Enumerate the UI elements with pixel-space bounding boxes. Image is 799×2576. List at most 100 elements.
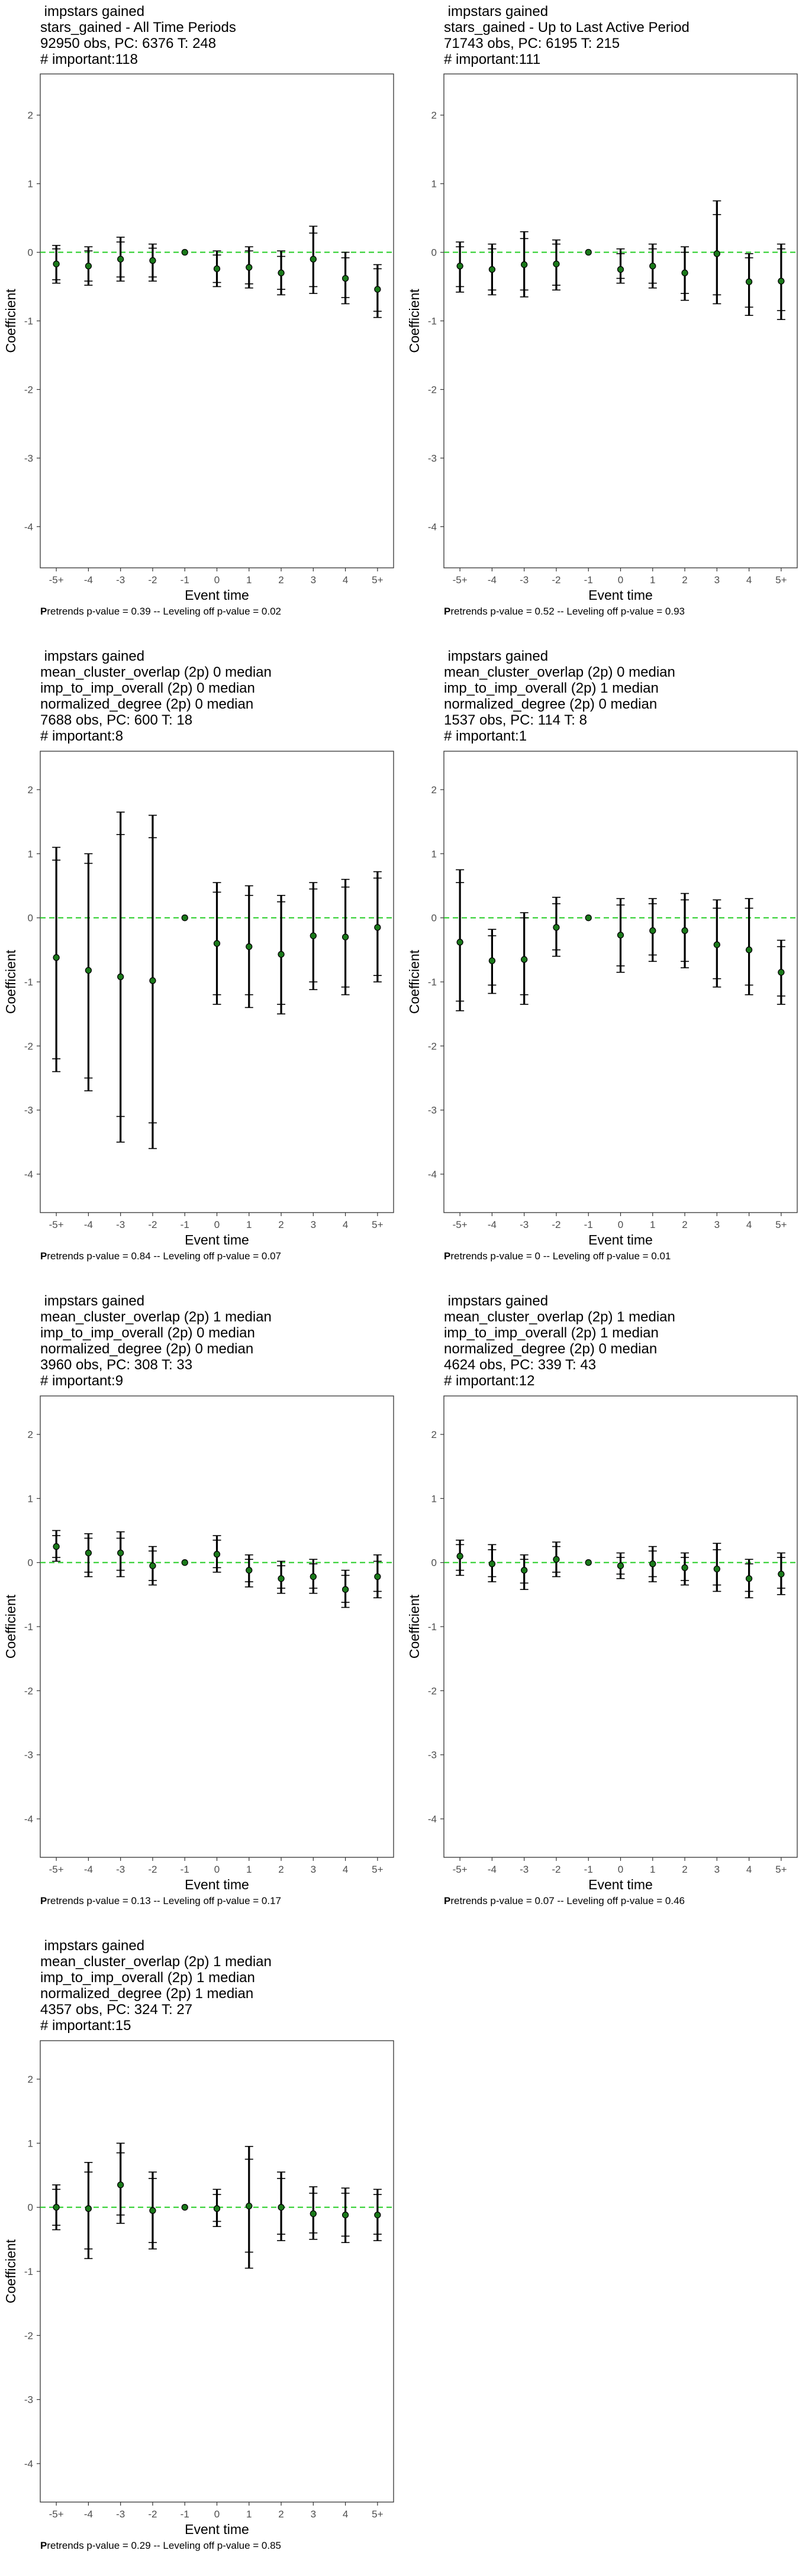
x-tick-label: 0 — [618, 1219, 623, 1230]
y-tick-label: -2 — [428, 1685, 437, 1696]
y-tick-label: -2 — [24, 2330, 33, 2341]
coefficient-point — [246, 943, 253, 951]
y-axis-label: Coefficient — [3, 1594, 18, 1659]
chart-title-line: stars_gained - Up to Last Active Period — [444, 20, 690, 35]
chart-title: impstars gained mean_cluster_overlap (2p)… — [40, 1293, 272, 1389]
y-tick-label: -1 — [428, 316, 437, 327]
chart-svg: 2 1 0 -1 -2 -3 -4 -5+ -4 -3 -2 -1 0 1 2 3 4 5+ Event time C… — [3, 751, 394, 1247]
y-tick-label: -4 — [428, 1169, 437, 1180]
coefficient-point — [456, 939, 463, 946]
y-tick-label: -3 — [24, 2394, 33, 2406]
x-tick-label: -5+ — [453, 1864, 468, 1875]
chart-svg: 2 1 0 -1 -2 -3 -4 -5+ -4 -3 -2 -1 0 1 2 3 4 5+ Event time C… — [407, 751, 798, 1247]
chart-title-line: 7688 obs, PC: 600 T: 18 — [40, 712, 193, 728]
coefficient-point — [53, 1543, 60, 1550]
x-axis-label: Event time — [588, 1877, 653, 1892]
x-tick-label: 3 — [714, 1864, 720, 1875]
coefficient-point — [681, 1564, 688, 1571]
y-tick-label: -3 — [24, 453, 33, 464]
y-tick-label: 0 — [431, 913, 437, 924]
x-tick-label: 0 — [214, 1864, 220, 1875]
y-axis-label: Coefficient — [3, 949, 18, 1014]
caption-lead: P — [444, 1250, 451, 1262]
x-tick-label: 1 — [650, 1219, 655, 1230]
y-tick-label: 2 — [28, 1429, 33, 1440]
chart-title-line: 3960 obs, PC: 308 T: 33 — [40, 1357, 193, 1373]
chart-panel: impstars gained mean_cluster_overlap (2p)… — [404, 645, 799, 1287]
x-tick-label: -5+ — [49, 1864, 64, 1875]
chart-svg: 2 1 0 -1 -2 -3 -4 -5+ -4 -3 -2 -1 0 1 2 3 4 5+ Event time C… — [3, 1395, 394, 1892]
x-tick-label: -3 — [116, 1864, 125, 1875]
y-tick-label: 1 — [28, 179, 33, 190]
y-tick-label: -4 — [428, 521, 437, 532]
y-tick-label: 2 — [431, 784, 437, 796]
y-axis-label: Coefficient — [407, 949, 422, 1014]
coefficient-point — [617, 1562, 624, 1569]
y-tick-label: -2 — [428, 384, 437, 395]
x-tick-label: -2 — [148, 574, 157, 586]
plot-area-border — [443, 1395, 798, 1858]
y-tick-label: 2 — [431, 1429, 437, 1440]
coefficient-point — [456, 263, 463, 270]
caption-lead: P — [444, 1895, 451, 1906]
plot-area-border — [443, 73, 798, 568]
coefficient-point — [585, 914, 592, 922]
coefficient-point — [117, 973, 124, 980]
x-tick-label: 2 — [682, 1864, 687, 1875]
coefficient-point — [181, 1559, 188, 1566]
x-tick-label: -2 — [552, 1864, 560, 1875]
chart-title-line: normalized_degree (2p) 0 median — [40, 1341, 254, 1357]
caption-text: retrends p-value = 0 -- Leveling off p-v… — [450, 1250, 671, 1262]
y-tick-label: 0 — [28, 247, 33, 258]
x-tick-label: -5+ — [453, 574, 468, 586]
coefficient-point — [745, 278, 753, 286]
x-tick-label: 0 — [214, 2509, 220, 2520]
y-tick-label: 1 — [28, 1493, 33, 1504]
chart-title-line: # important:9 — [40, 1373, 124, 1389]
caption-lead: P — [40, 1895, 47, 1906]
chart-title-line: stars_gained - All Time Periods — [40, 20, 236, 35]
x-tick-label: -3 — [116, 574, 125, 586]
chart-title-line: imp_to_imp_overall (2p) 1 median — [444, 1325, 659, 1341]
x-tick-label: -2 — [148, 1219, 157, 1230]
x-tick-label: -2 — [148, 1864, 157, 1875]
chart-panel: impstars gained mean_cluster_overlap (2p)… — [0, 1289, 400, 1931]
chart-title-line: normalized_degree (2p) 1 median — [40, 1986, 254, 2002]
chart-title-line: 71743 obs, PC: 6195 T: 215 — [444, 35, 620, 51]
plot-area-border — [40, 73, 394, 568]
chart-title: impstars gained stars_gained - All Time P… — [40, 4, 236, 67]
coefficient-point — [149, 257, 156, 264]
x-tick-label: 4 — [343, 1864, 348, 1875]
caption-lead: P — [40, 2540, 47, 2551]
coefficient-point — [488, 266, 496, 273]
x-tick-label: 2 — [278, 2509, 283, 2520]
y-tick-label: 1 — [28, 848, 33, 859]
x-tick-label: 5+ — [775, 1219, 787, 1230]
x-tick-label: 3 — [311, 1219, 316, 1230]
p-value-caption: Pretrends p-value = 0.84 -- Leveling off… — [40, 1250, 281, 1262]
caption-text: retrends p-value = 0.52 -- Leveling off … — [450, 606, 685, 617]
x-tick-label: -2 — [148, 2509, 157, 2520]
coefficient-point — [617, 266, 624, 273]
coefficient-point — [585, 248, 592, 256]
chart-title-line: impstars gained — [40, 1938, 145, 1954]
y-tick-label: -2 — [24, 1040, 33, 1052]
y-tick-label: -4 — [428, 1814, 437, 1825]
y-axis-label: Coefficient — [407, 289, 422, 353]
caption-text: retrends p-value = 0.07 -- Leveling off … — [450, 1895, 685, 1906]
coefficient-point — [181, 248, 188, 256]
x-tick-label: -4 — [488, 1864, 497, 1875]
y-tick-label: 0 — [28, 913, 33, 924]
coefficient-point — [488, 957, 496, 964]
coefficient-point — [374, 1573, 381, 1580]
coefficient-point — [53, 954, 60, 961]
caption-text: retrends p-value = 0.13 -- Leveling off … — [47, 1895, 282, 1906]
x-tick-label: -1 — [181, 574, 189, 586]
coefficient-point — [246, 264, 253, 271]
y-tick-label: 1 — [28, 2138, 33, 2149]
coefficient-point — [85, 263, 92, 270]
x-tick-label: 3 — [311, 574, 316, 586]
coefficient-point — [649, 263, 656, 270]
coefficient-point — [246, 1567, 253, 1574]
chart-title: impstars gained mean_cluster_overlap (2p)… — [40, 1938, 272, 2034]
